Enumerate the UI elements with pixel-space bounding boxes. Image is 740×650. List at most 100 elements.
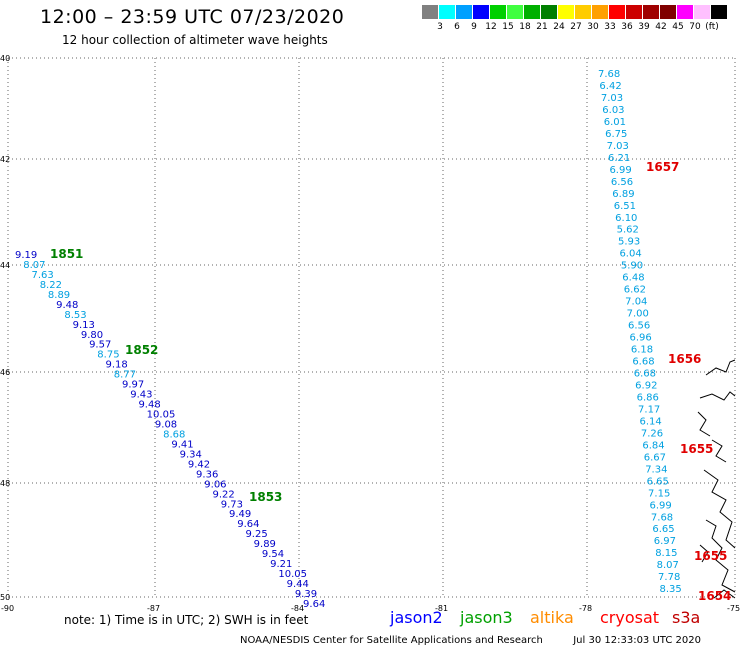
pass-time-label: 1657	[646, 160, 679, 174]
legend-label: 36	[621, 22, 633, 32]
wave-height-point: 7.03	[601, 93, 623, 104]
wave-height-point: 6.92	[635, 380, 657, 391]
legend-label: 45	[672, 22, 684, 32]
wave-height-point: 9.48	[138, 400, 160, 411]
wave-height-point: 6.21	[608, 153, 630, 164]
wave-height-point: 6.67	[644, 452, 666, 463]
coastline-segment	[699, 544, 709, 563]
latitude-tick: 48	[0, 479, 10, 488]
legend-swatch	[422, 5, 438, 19]
wave-height-point: 7.68	[651, 512, 673, 523]
legend-label: 18	[519, 22, 531, 32]
wave-height-point: 9.19	[15, 250, 37, 261]
legend-unit: (ft)	[705, 22, 719, 32]
coastline-segment	[699, 391, 736, 401]
timestamp: Jul 30 12:33:03 UTC 2020	[573, 635, 701, 646]
legend-swatch	[524, 5, 540, 19]
wave-height-point: 9.06	[204, 479, 226, 490]
satellite-name: cryosat	[600, 608, 660, 627]
wave-height-point: 9.41	[171, 439, 193, 450]
wave-height-point: 6.04	[619, 249, 641, 260]
wave-height-point: 5.93	[618, 237, 640, 248]
wave-height-point: 6.51	[614, 201, 636, 212]
legend-label: 9	[471, 22, 477, 32]
wave-height-point: 7.04	[625, 297, 647, 308]
wave-height-point: 6.97	[654, 536, 676, 547]
coastline-segment	[711, 439, 727, 463]
legend-swatch	[677, 5, 693, 19]
satellite-name: jason2	[390, 608, 443, 627]
legend-swatch	[439, 5, 455, 19]
satellite-name: altika	[530, 608, 574, 627]
latitude-tick: 46	[0, 368, 10, 377]
pass-time-label: 1655	[694, 549, 727, 563]
legend-swatch	[592, 5, 608, 19]
wave-height-point: 6.89	[612, 189, 634, 200]
legend-swatch	[626, 5, 642, 19]
wave-height-point: 10.05	[278, 569, 307, 580]
wave-height-point: 8.68	[163, 429, 185, 440]
legend-swatch	[694, 5, 710, 19]
wave-height-point: 8.07	[657, 560, 679, 571]
wave-height-point: 9.39	[295, 589, 317, 600]
pass-time-label: 1654	[698, 589, 731, 603]
wave-height-point: 9.97	[122, 380, 144, 391]
wave-height-point: 9.13	[73, 320, 95, 331]
wave-height-point: 5.90	[621, 261, 643, 272]
legend-swatch	[490, 5, 506, 19]
longitude-tick: -81	[435, 604, 448, 613]
pass-time-label: 1851	[50, 247, 83, 261]
legend-label: 3	[437, 22, 443, 32]
credit-line: NOAA/NESDIS Center for Satellite Applica…	[240, 635, 701, 646]
wave-height-point: 9.18	[106, 360, 128, 371]
wave-height-point: 6.03	[602, 105, 624, 116]
latitude-tick: 44	[0, 261, 10, 270]
credit-text: NOAA/NESDIS Center for Satellite Applica…	[240, 635, 543, 646]
latitude-tick: 42	[0, 155, 10, 164]
wave-height-point: 7.17	[638, 404, 660, 415]
legend-swatch	[473, 5, 489, 19]
wave-height-point: 6.01	[604, 117, 626, 128]
wave-height-point: 9.43	[130, 390, 152, 401]
legend-label: 30	[587, 22, 599, 32]
coastline-segment	[705, 359, 736, 376]
longitude-tick: -87	[147, 604, 160, 613]
axis-tick-labels: 40 42 44 46 48 50 -90 -87 -84 -81 -78 -75	[0, 54, 740, 613]
legend-label: 70	[689, 22, 701, 32]
wave-height-point: 8.75	[97, 350, 119, 361]
legend-swatch	[558, 5, 574, 19]
wave-height-point: 6.99	[649, 500, 671, 511]
wave-height-point: 8.53	[64, 310, 86, 321]
wave-height-point: 7.03	[607, 141, 629, 152]
legend-label: 39	[638, 22, 650, 32]
wave-height-point: 8.15	[655, 548, 677, 559]
wave-height-point: 6.65	[647, 476, 669, 487]
wave-height-point: 6.68	[632, 357, 654, 368]
legend-swatch	[643, 5, 659, 19]
pass-time-label: 1852	[125, 343, 158, 357]
footnote: note: 1) Time is in UTC; 2) SWH is in fe…	[64, 613, 309, 627]
wave-height-point: 9.54	[262, 549, 284, 560]
wave-height-point: 6.10	[615, 213, 637, 224]
wave-height-point: 6.65	[652, 524, 674, 535]
wave-height-point: 6.56	[611, 177, 633, 188]
wave-height-point: 6.99	[609, 165, 631, 176]
legend-swatch	[507, 5, 523, 19]
legend-swatch	[575, 5, 591, 19]
wave-height-point: 8.89	[48, 290, 70, 301]
wave-height-point: 7.26	[641, 428, 663, 439]
longitude-tick: -84	[291, 604, 304, 613]
wave-height-point: 6.56	[628, 321, 650, 332]
wave-height-point: 6.84	[642, 440, 664, 451]
wave-height-point: 9.64	[237, 519, 259, 530]
latitude-tick: 50	[0, 593, 10, 602]
wave-height-point: 6.48	[622, 273, 644, 284]
time-labels: 1851 1852 1853 1657 1656 1655 1655 1654	[50, 160, 731, 603]
wave-height-point: 6.96	[629, 333, 651, 344]
wave-height-point: 6.68	[634, 369, 656, 380]
wave-height-point: 6.62	[624, 285, 646, 296]
wave-height-point: 7.68	[598, 69, 620, 80]
legend-label: 42	[655, 22, 667, 32]
corner-tick: -90	[1, 604, 14, 613]
